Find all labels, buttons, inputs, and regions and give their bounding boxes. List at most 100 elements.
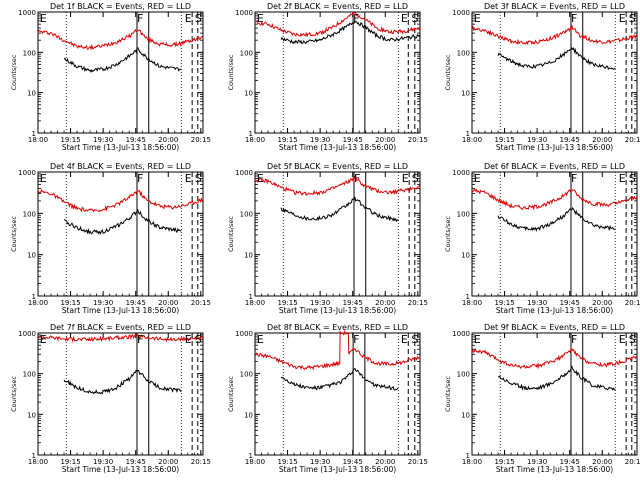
panel-title: Det 9f BLACK = Events, RED = LLD: [484, 323, 625, 332]
event-annotation: F: [354, 172, 360, 185]
y-axis-label: Counts/sec: [10, 54, 18, 90]
x-axis-label: Start Time (13-Jul-13 18:56:00): [496, 143, 613, 152]
series-line-red-lld: [254, 329, 420, 371]
series-line-black-events: [497, 206, 616, 233]
x-tick-label: 19:15: [60, 299, 80, 307]
panel-7: Det 7f BLACK = Events, RED = LLD 1 10 100 10…: [10, 323, 211, 474]
y-tick-label: 100: [457, 210, 470, 218]
y-tick-label: 1000: [452, 9, 470, 17]
x-axis-label: Start Time (13-Jul-13 18:56:00): [62, 143, 179, 152]
event-annotation: E: [474, 333, 481, 346]
y-tick-label: 100: [240, 371, 253, 379]
y-tick-label: 10: [27, 90, 36, 98]
panel-8: Det 8f BLACK = Events, RED = LLD 1 10 100 10…: [227, 323, 428, 474]
event-annotation: F: [137, 333, 143, 346]
panel-title: Det 5f BLACK = Events, RED = LLD: [267, 162, 408, 171]
panel-2: Det 2f BLACK = Events, RED = LLD 1 10 100 10…: [227, 2, 428, 152]
x-tick-label: 20:00: [158, 299, 178, 307]
event-annotation: E: [40, 333, 47, 346]
panel-3: Det 3f BLACK = Events, RED = LLD 1 10 100 10…: [444, 2, 640, 152]
event-annotation: S: [195, 333, 202, 346]
x-tick-label: 18:00: [462, 458, 482, 466]
x-tick-label: 19:45: [343, 136, 363, 144]
x-tick-label: 19:30: [93, 136, 113, 144]
series-line-red-lld: [254, 175, 420, 197]
event-annotation: E: [401, 333, 408, 346]
panel-title: Det 8f BLACK = Events, RED = LLD: [267, 323, 408, 332]
y-axis-label: Counts/sec: [227, 216, 235, 252]
series-line-black-events: [497, 47, 616, 70]
event-annotation: F: [571, 172, 577, 185]
event-annotation: E: [401, 12, 408, 25]
x-tick-label: 19:15: [60, 136, 80, 144]
panel-6: Det 6f BLACK = Events, RED = LLD 1 10 100 10…: [444, 162, 640, 315]
event-annotation: E: [185, 172, 192, 185]
series-line-black-events: [63, 208, 182, 235]
series-line-black-events: [280, 21, 421, 45]
event-annotation: S: [411, 333, 418, 346]
x-tick-label: 18:00: [245, 136, 265, 144]
event-annotation: E: [185, 333, 192, 346]
panel-title: Det 2f BLACK = Events, RED = LLD: [267, 2, 408, 11]
x-tick-label: 20:00: [158, 458, 178, 466]
event-annotation: S: [195, 172, 202, 185]
x-axis-label: Start Time (13-Jul-13 18:56:00): [279, 143, 396, 152]
x-axis-label: Start Time (13-Jul-13 18:56:00): [496, 306, 613, 315]
plot-frame: [37, 332, 204, 456]
event-annotation: S: [629, 12, 636, 25]
x-tick-label: 20:15: [625, 136, 640, 144]
y-tick-label: 1000: [18, 330, 36, 338]
plot-frame: [254, 332, 421, 456]
y-tick-label: 1: [466, 293, 470, 301]
y-tick-label: 1000: [235, 9, 253, 17]
series-line-red-lld: [471, 347, 638, 370]
x-tick-label: 19:30: [310, 136, 330, 144]
event-annotation: S: [629, 333, 636, 346]
series-line-black-events: [498, 365, 616, 391]
x-tick-label: 20:15: [191, 136, 211, 144]
x-tick-label: 19:30: [93, 299, 113, 307]
series-line-red-lld: [471, 25, 638, 46]
x-tick-label: 19:30: [527, 458, 547, 466]
series-line-black-events: [280, 196, 399, 223]
y-tick-label: 10: [244, 252, 253, 260]
x-tick-label: 20:15: [625, 299, 640, 307]
x-tick-label: 20:00: [375, 136, 395, 144]
event-annotation: E: [474, 172, 481, 185]
y-axis-label: Counts/sec: [10, 216, 18, 252]
y-tick-label: 1: [466, 130, 470, 138]
x-tick-label: 19:45: [560, 136, 580, 144]
x-tick-label: 18:00: [462, 299, 482, 307]
y-tick-label: 10: [27, 252, 36, 260]
y-axis-label: Counts/sec: [10, 376, 18, 412]
y-tick-label: 10: [461, 90, 470, 98]
panel-5: Det 5f BLACK = Events, RED = LLD 1 10 100 10…: [227, 162, 428, 315]
event-annotation: S: [411, 12, 418, 25]
panel-title: Det 3f BLACK = Events, RED = LLD: [484, 2, 625, 11]
x-tick-label: 19:30: [527, 136, 547, 144]
x-tick-label: 19:45: [126, 136, 146, 144]
y-tick-label: 100: [23, 49, 36, 57]
x-tick-label: 19:45: [343, 299, 363, 307]
panel-title: Det 4f BLACK = Events, RED = LLD: [50, 162, 191, 171]
event-annotation: S: [195, 12, 202, 25]
x-tick-label: 19:45: [560, 299, 580, 307]
series-line-red-lld: [37, 188, 204, 213]
event-annotation: E: [185, 12, 192, 25]
x-tick-label: 20:00: [375, 299, 395, 307]
y-tick-label: 10: [461, 252, 470, 260]
plot-frame: [254, 171, 421, 297]
y-tick-label: 100: [23, 210, 36, 218]
series-line-red-lld: [471, 188, 638, 211]
x-tick-label: 20:15: [408, 458, 428, 466]
event-annotation: F: [571, 333, 577, 346]
y-axis-label: Counts/sec: [227, 54, 235, 90]
y-axis-label: Counts/sec: [227, 376, 235, 412]
x-tick-label: 19:45: [343, 458, 363, 466]
x-tick-label: 20:00: [592, 136, 612, 144]
series-line-red-lld: [254, 12, 421, 38]
y-axis-label: Counts/sec: [444, 376, 452, 412]
event-annotation: E: [619, 172, 626, 185]
event-annotation: E: [402, 172, 409, 185]
